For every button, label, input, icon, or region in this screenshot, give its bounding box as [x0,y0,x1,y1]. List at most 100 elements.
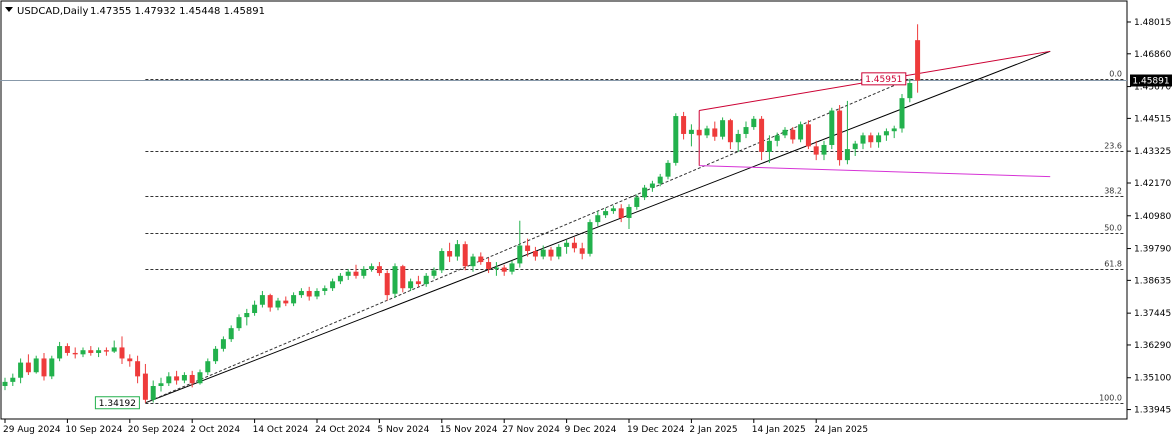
candle-body [431,270,437,276]
candle [486,257,492,274]
candle [540,245,546,260]
candle [587,219,593,257]
candle [439,248,445,274]
candle-body [259,295,265,305]
candle-body [907,82,913,99]
y-tick-label: 1.33945 [1134,406,1171,416]
candle-body [665,162,671,177]
y-tick-label: 1.43325 [1134,147,1171,157]
candle-body [493,267,499,269]
candle-body [252,304,258,314]
candle-body [166,376,172,384]
candle [306,286,312,301]
candle-body [111,347,117,352]
candle [852,140,858,156]
candle-body [197,372,203,384]
candle [579,242,585,260]
candle-body [751,118,757,128]
y-tick-label: 1.39790 [1134,245,1171,255]
x-tick-label: 15 Nov 2024 [440,425,498,435]
candle [337,273,343,285]
fibonacci-retracement[interactable]: 0.0 23.6 38.2 50.0 61.8 100.0 [0,70,1127,404]
candle [400,264,406,293]
candle-body [49,358,55,377]
candle-body [236,317,242,329]
candle [96,347,102,358]
candle-body [860,135,866,144]
candle-body [384,273,390,296]
candle-body [33,358,39,373]
candle-body [330,281,336,289]
candle [33,355,39,374]
candle-body [2,381,8,387]
candle-body [501,267,507,272]
candle-body [88,350,94,353]
candle [72,347,78,359]
candle [790,127,796,144]
candle [49,355,55,380]
candle [876,132,882,148]
candle [517,220,523,268]
candle [634,194,640,210]
candle [220,336,226,352]
fib-level-label: 50.0 [1104,224,1122,233]
candle-body [673,116,679,163]
candle [813,140,819,161]
candle-body [142,373,148,400]
candle-body [759,118,765,152]
y-tick-label: 1.35100 [1134,374,1171,384]
candle-body [790,129,796,140]
candle [259,290,265,308]
trendline-main-support[interactable] [145,50,1051,404]
ohlc-values: 1.47355 1.47932 1.45448 1.45891 [90,6,265,17]
candle-body [727,120,733,143]
candle [103,347,109,356]
candle [142,363,148,403]
chart-header: USDCAD,Daily 1.47355 1.47932 1.45448 1.4… [5,6,265,17]
candle-body [189,374,195,384]
candle-body [298,290,304,296]
candle [205,358,211,375]
candle [25,354,31,375]
candle [860,132,866,150]
candle [681,111,687,140]
candle [345,268,351,280]
candle-body [135,361,141,377]
x-tick-label: 24 Oct 2024 [315,425,371,435]
candle-body [564,242,570,247]
candle-body [470,256,476,267]
candle-body [579,248,585,254]
candle-body [454,244,460,257]
fib-level-label: 23.6 [1104,142,1122,151]
candle-body [244,313,250,318]
candle-body [782,129,788,136]
chevron-down-icon[interactable] [5,7,13,12]
trendline-lower-wedge[interactable] [699,165,1051,178]
candle [174,370,180,385]
candle [704,125,710,139]
candle-body [423,275,429,285]
candle-body [688,129,694,134]
candle [181,372,187,384]
candle [127,354,133,367]
candle-body [618,208,624,218]
candle [80,347,86,358]
low-price-box [94,396,140,410]
candle-body [119,347,125,359]
candle [291,292,297,307]
y-tick-label: 1.37445 [1134,309,1171,319]
y-tick-label: 1.46860 [1134,50,1171,60]
candle [751,116,757,130]
fib-level-label: 100.0 [1099,394,1122,403]
fib-level-label: 38.2 [1104,187,1122,196]
candle-body [571,242,577,249]
candle-body [548,249,554,257]
symbol-label: USDCAD,Daily [17,6,88,17]
candle [548,246,554,261]
fib-level-label: 61.8 [1104,260,1122,269]
candle [603,208,609,218]
y-tick-label: 1.38635 [1134,276,1171,286]
x-tick-label: 27 Nov 2024 [502,425,560,435]
